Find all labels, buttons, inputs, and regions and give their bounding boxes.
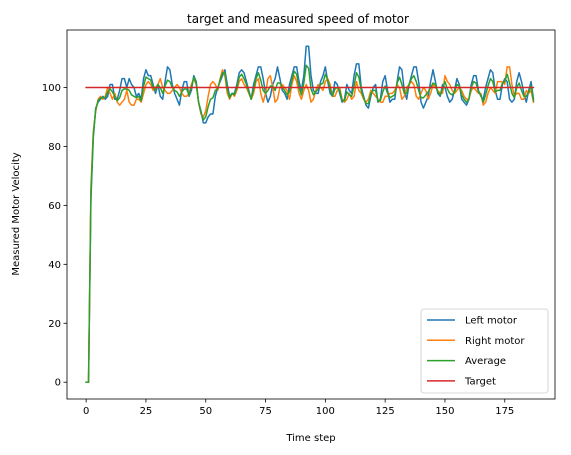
legend-label-average: Average — [465, 356, 506, 367]
x-tick-label: 175 — [495, 406, 514, 417]
x-tick-label: 100 — [316, 406, 335, 417]
x-tick-label: 0 — [83, 406, 89, 417]
series-layer — [85, 45, 535, 383]
chart-title: target and measured speed of motor — [187, 12, 409, 26]
legend-label-left-motor: Left motor — [465, 316, 518, 327]
x-tick-label: 75 — [259, 406, 272, 417]
y-tick-label: 80 — [48, 142, 61, 153]
y-tick-label: 40 — [48, 260, 61, 271]
x-tick-label: 25 — [140, 406, 153, 417]
plot-frame — [66, 29, 556, 400]
legend: Left motor Right motor Average Target — [420, 308, 549, 394]
y-axis-label: Measured Motor Velocity — [11, 152, 22, 275]
legend-label-right-motor: Right motor — [465, 336, 525, 347]
x-tick-label: 125 — [376, 406, 395, 417]
x-axis: 0 25 50 75 100 125 150 175 — [83, 399, 514, 417]
y-tick-label: 0 — [55, 378, 61, 389]
x-axis-label: Time step — [285, 433, 335, 444]
legend-label-target: Target — [464, 376, 496, 387]
x-tick-label: 50 — [199, 406, 212, 417]
plot-area: 0 25 50 75 100 125 150 175 0 20 40 60 80 100 — [42, 29, 556, 417]
y-axis: 0 20 40 60 80 100 — [42, 83, 67, 389]
y-tick-label: 60 — [48, 201, 61, 212]
series-line-left-motor — [85, 45, 535, 383]
series-line-average — [85, 64, 535, 383]
y-tick-label: 100 — [42, 83, 61, 94]
x-tick-label: 150 — [435, 406, 454, 417]
legend-frame — [420, 308, 549, 394]
y-tick-label: 20 — [48, 319, 61, 330]
